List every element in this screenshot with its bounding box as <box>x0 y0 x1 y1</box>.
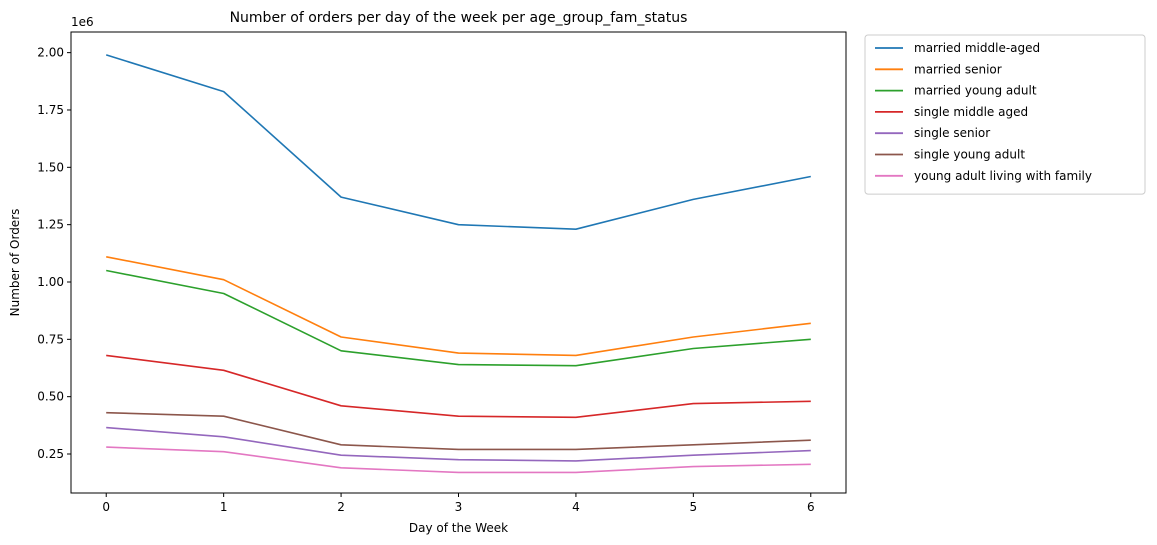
legend-frame <box>864 34 1146 195</box>
legend-item: single young adult <box>875 148 1025 162</box>
x-axis-label: Day of the Week <box>409 521 508 535</box>
y-tick-label: 1.50 <box>37 160 64 174</box>
legend: married middle-aged married senior married… <box>864 34 1146 195</box>
y-tick-label: 2.00 <box>37 46 64 60</box>
y-tick-label: 1.00 <box>37 275 64 289</box>
series-line-2 <box>106 269 811 367</box>
legend-item: single senior <box>875 126 990 140</box>
y-axis-offset-label: 1e6 <box>71 15 94 29</box>
legend-item: married middle-aged <box>875 41 1040 55</box>
series-line-0 <box>105 54 811 230</box>
chart-title: Number of orders per day of the week per… <box>230 10 688 26</box>
y-tick-label: 0.75 <box>37 332 64 346</box>
y-tick-label: 0.25 <box>37 447 64 461</box>
y-tick-label: 1.25 <box>37 218 64 232</box>
legend-label: single young adult <box>914 148 1025 162</box>
y-tick-label: 0.50 <box>37 390 64 404</box>
legend-items: married middle-aged married senior married… <box>875 41 1092 183</box>
series-line-4 <box>106 426 811 462</box>
series-line-3 <box>106 354 811 419</box>
y-axis-label: Number of Orders <box>8 209 22 317</box>
chart-title-group: Number of orders per day of the week per… <box>230 10 688 26</box>
x-axis: 0 1 2 3 4 5 6 <box>102 493 815 514</box>
legend-label: single senior <box>914 126 990 140</box>
y-tick-label: 1.75 <box>37 103 64 117</box>
legend-label: married middle-aged <box>914 41 1040 55</box>
series-line-1 <box>106 256 811 357</box>
x-tick-label: 0 <box>102 500 110 514</box>
legend-label: married senior <box>914 62 1002 76</box>
legend-item: married young adult <box>875 84 1037 98</box>
legend-item: single middle aged <box>875 105 1028 119</box>
legend-label: single middle aged <box>914 105 1028 119</box>
legend-label: married young adult <box>914 84 1037 98</box>
series-line-5 <box>106 411 811 451</box>
legend-item: married senior <box>875 62 1002 76</box>
y-axis: 0.25 0.50 0.75 1.00 1.25 1.50 1.75 2.00 <box>37 46 71 461</box>
legend-label: young adult living with family <box>914 169 1092 183</box>
x-tick-label: 2 <box>337 500 345 514</box>
plot-area <box>70 31 847 494</box>
x-tick-label: 5 <box>690 500 698 514</box>
x-tick-label: 6 <box>807 500 815 514</box>
series-line-6 <box>106 446 811 474</box>
series-lines <box>105 54 811 474</box>
legend-item: young adult living with family <box>875 169 1092 183</box>
x-tick-label: 1 <box>220 500 228 514</box>
x-tick-label: 4 <box>572 500 580 514</box>
x-tick-label: 3 <box>455 500 463 514</box>
